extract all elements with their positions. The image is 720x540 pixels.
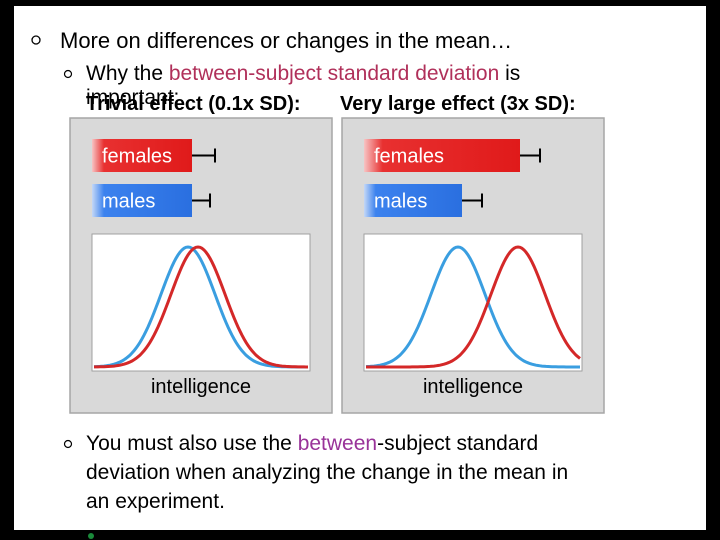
panel-title: Trivial effect (0.1x SD): bbox=[86, 93, 301, 115]
bar-label: females bbox=[374, 146, 444, 168]
group-bar bbox=[364, 139, 520, 172]
sub-bullet: Why the between-subject standard deviati… bbox=[86, 62, 520, 85]
distribution-curve bbox=[366, 245, 581, 369]
panel-title: Very large effect (3x SD): bbox=[340, 93, 576, 115]
bottom-bullet-line: deviation when analyzing the change in t… bbox=[86, 461, 568, 484]
heading: More on differences or changes in the me… bbox=[60, 28, 512, 53]
plot-area bbox=[91, 233, 311, 372]
bullet-dot bbox=[63, 69, 73, 79]
group-bar bbox=[92, 139, 192, 172]
x-axis-label: intelligence bbox=[151, 376, 251, 398]
bottom-bullet: You must also use the between-subject st… bbox=[86, 432, 538, 455]
bottom-bullet-line: an experiment. bbox=[86, 490, 225, 513]
plot-area bbox=[363, 233, 583, 372]
bar-label: females bbox=[102, 146, 172, 168]
x-axis-label: intelligence bbox=[423, 376, 523, 398]
text-run: -subject standard bbox=[377, 432, 538, 455]
bullet-dot bbox=[31, 35, 41, 45]
bar-label: males bbox=[102, 191, 155, 213]
text-run: is bbox=[499, 62, 520, 85]
bullet-dot bbox=[63, 439, 73, 449]
text-run: Why the bbox=[86, 62, 169, 85]
sub-bullet-continued: important: bbox=[86, 86, 179, 109]
bar-label: males bbox=[374, 191, 427, 213]
highlight: between bbox=[298, 432, 377, 455]
group-bar bbox=[92, 184, 192, 217]
distribution-curve bbox=[365, 245, 580, 369]
group-bar bbox=[364, 184, 462, 217]
highlight: between-subject standard deviation bbox=[169, 62, 499, 85]
bullet-dot bbox=[88, 533, 94, 539]
distribution-curve bbox=[94, 245, 308, 369]
text-run: You must also use the bbox=[86, 432, 298, 455]
panels: Trivial effect (0.1x SD): females males int… bbox=[69, 93, 605, 414]
distribution-curve bbox=[93, 245, 308, 369]
